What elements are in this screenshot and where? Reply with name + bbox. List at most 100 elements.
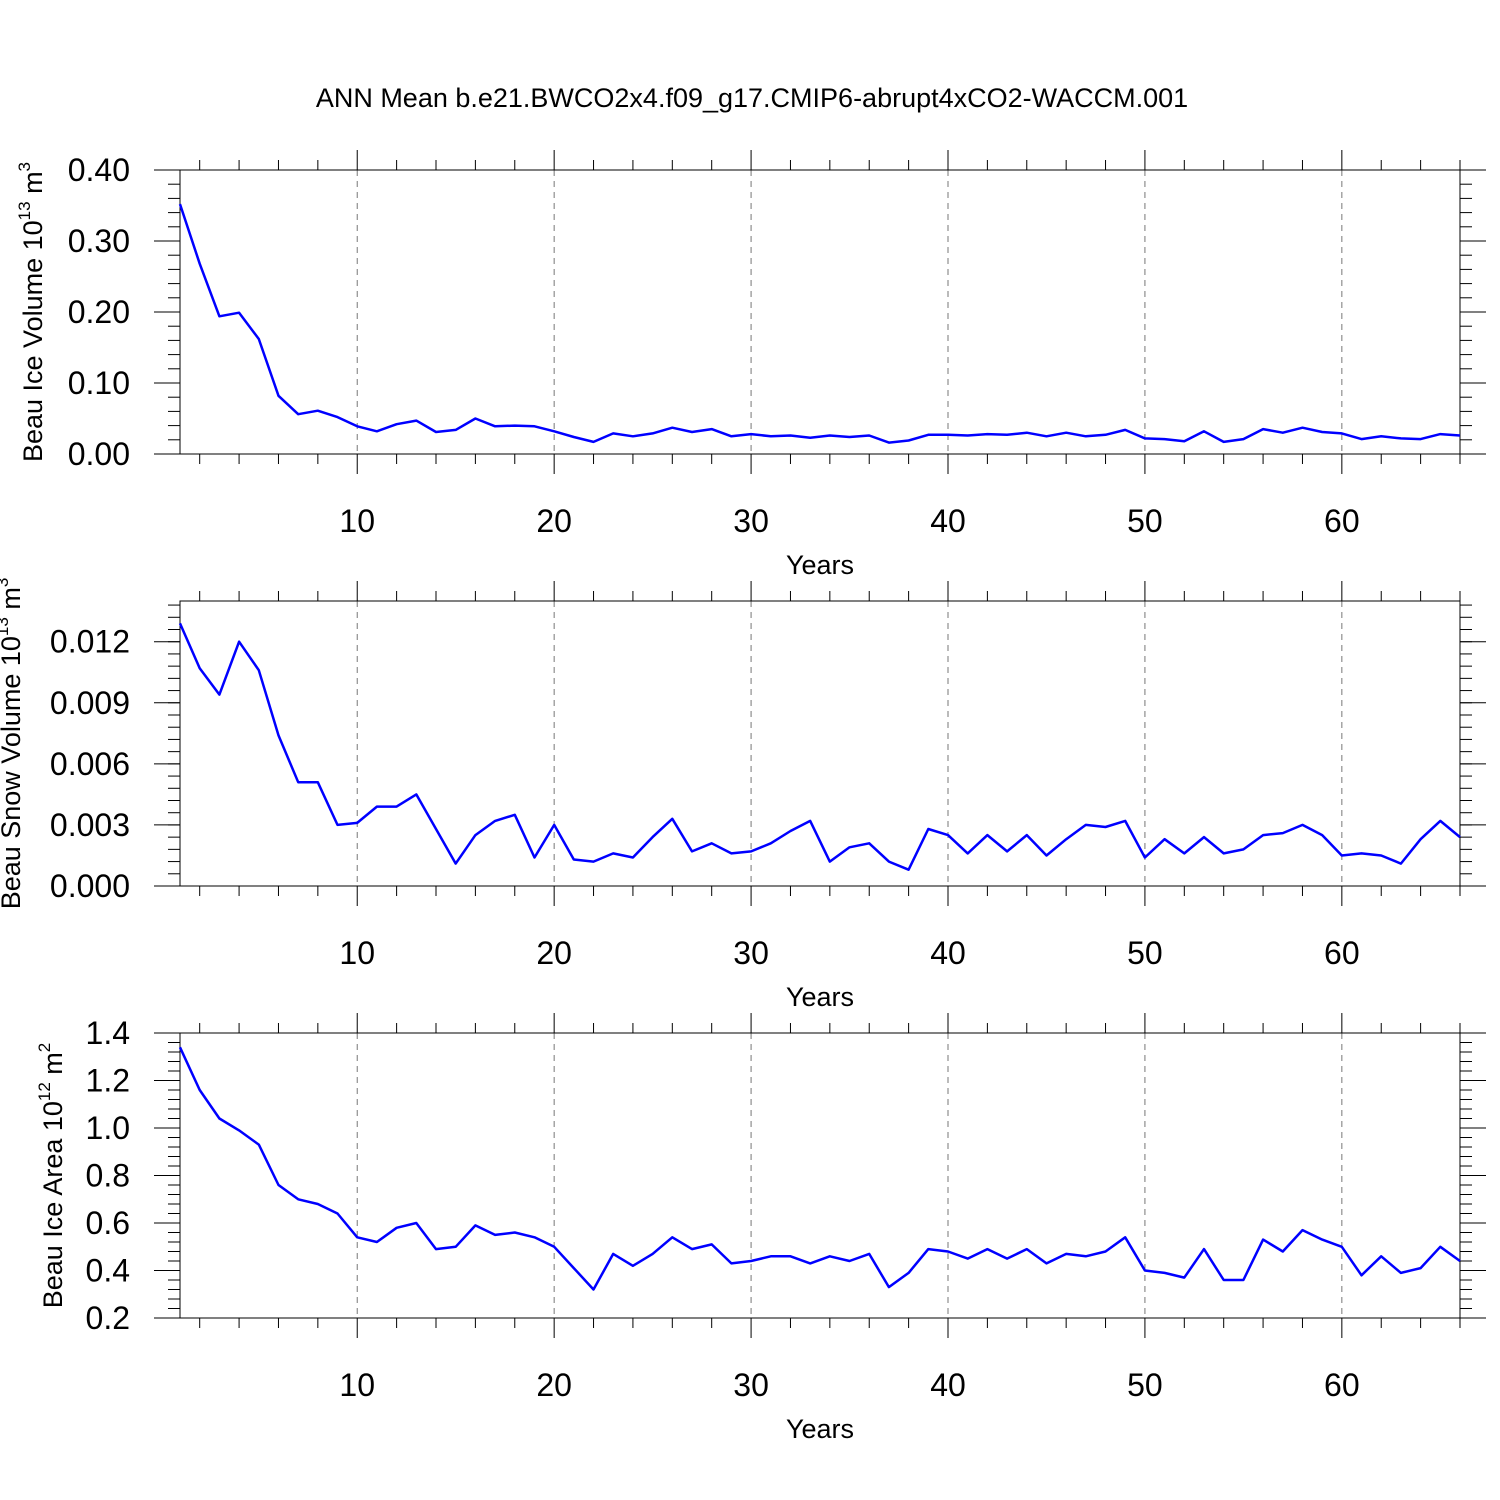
data-point	[1262, 1239, 1264, 1241]
data-point	[1144, 1270, 1146, 1272]
data-point	[829, 1255, 831, 1257]
y-axis-label-exp: 13	[15, 201, 34, 220]
panel-3: 10 20 30 40 50 60 0.2 0.4 0.6 0.8 1.0 1.2 1.4 Years Be…	[35, 1013, 1486, 1444]
data-point	[967, 853, 969, 855]
data-point	[534, 857, 536, 859]
y-axis-label-unit-exp: 2	[35, 1043, 54, 1052]
x-tick-label: 10	[339, 503, 375, 539]
data-point	[1026, 432, 1028, 434]
data-point	[632, 857, 634, 859]
data-point	[1262, 428, 1264, 430]
data-point	[1046, 855, 1048, 857]
data-point	[337, 416, 339, 418]
x-tick-label: 60	[1324, 935, 1360, 971]
data-point	[1223, 853, 1225, 855]
data-point	[790, 1255, 792, 1257]
data-point	[1223, 1279, 1225, 1281]
data-point	[1184, 1277, 1186, 1279]
y-axis-label-unit-exp: 3	[0, 578, 12, 587]
x-tick-label: 40	[930, 935, 966, 971]
data-point	[750, 1260, 752, 1262]
data-point	[416, 794, 418, 796]
data-point	[494, 426, 496, 428]
data-point	[317, 1203, 319, 1205]
data-point	[494, 1234, 496, 1236]
data-point	[888, 442, 890, 444]
data-point	[770, 842, 772, 844]
data-point	[179, 203, 181, 205]
data-point	[1282, 1251, 1284, 1253]
data-point	[435, 431, 437, 433]
x-tick-label: 60	[1324, 503, 1360, 539]
data-point	[849, 436, 851, 438]
data-point	[652, 433, 654, 435]
x-tick-label: 10	[339, 1367, 375, 1403]
data-point	[691, 851, 693, 853]
plot-frame	[179, 600, 1461, 887]
data-point	[199, 263, 201, 265]
data-point	[396, 806, 398, 808]
data-point	[632, 435, 634, 437]
data-point	[573, 436, 575, 438]
data-point	[396, 1227, 398, 1229]
data-point	[278, 735, 280, 737]
data-point	[672, 818, 674, 820]
data-point	[770, 435, 772, 437]
data-point	[179, 623, 181, 625]
data-point	[928, 1248, 930, 1250]
data-point	[908, 869, 910, 871]
data-point	[1400, 438, 1402, 440]
data-point	[1184, 853, 1186, 855]
data-point	[1065, 838, 1067, 840]
y-axis-label: Beau Snow Volume 1013 m3	[0, 578, 26, 910]
x-tick-label: 50	[1127, 935, 1163, 971]
data-point	[947, 434, 949, 436]
data-point	[1124, 1236, 1126, 1238]
y-axis-label-main: Beau Ice Area 10	[38, 1101, 68, 1308]
data-point	[1144, 438, 1146, 440]
y-tick-label: 0.40	[68, 152, 130, 188]
data-point	[238, 1130, 240, 1132]
data-point	[179, 1046, 181, 1048]
data-point	[1184, 440, 1186, 442]
data-point	[1361, 1274, 1363, 1276]
y-axis-label-main: Beau Snow Volume 10	[0, 636, 26, 909]
y-axis-label-unit: m	[38, 1052, 68, 1082]
data-point	[1124, 820, 1126, 822]
data-point	[278, 1184, 280, 1186]
data-point	[1321, 1239, 1323, 1241]
data-point	[455, 429, 457, 431]
data-point	[1105, 1251, 1107, 1253]
data-point	[1321, 431, 1323, 433]
y-axis-label: Beau Ice Area 1012 m2	[35, 1043, 68, 1309]
data-point	[612, 433, 614, 435]
x-tick-label: 20	[536, 1367, 572, 1403]
data-point	[1203, 836, 1205, 838]
data-point	[1243, 438, 1245, 440]
data-point	[1085, 824, 1087, 826]
data-point	[1341, 1246, 1343, 1248]
x-tick-label: 40	[930, 503, 966, 539]
y-axis-label-exp: 12	[35, 1082, 54, 1101]
data-point	[199, 1089, 201, 1091]
data-point	[238, 312, 240, 314]
data-point	[809, 1263, 811, 1265]
data-point	[455, 863, 457, 865]
data-point	[553, 430, 555, 432]
data-point	[376, 430, 378, 432]
data-point	[1341, 855, 1343, 857]
data-point	[868, 1253, 870, 1255]
y-tick-label: 1.0	[86, 1110, 130, 1146]
data-point	[731, 853, 733, 855]
data-point	[1026, 1248, 1028, 1250]
data-point	[1065, 1253, 1067, 1255]
data-point	[1006, 434, 1008, 436]
data-point	[1420, 438, 1422, 440]
data-point	[691, 1248, 693, 1250]
y-tick-label: 0.006	[50, 746, 130, 782]
data-point	[278, 395, 280, 397]
data-point	[593, 1289, 595, 1291]
data-point	[711, 842, 713, 844]
x-axis-label: Years	[786, 1414, 854, 1444]
